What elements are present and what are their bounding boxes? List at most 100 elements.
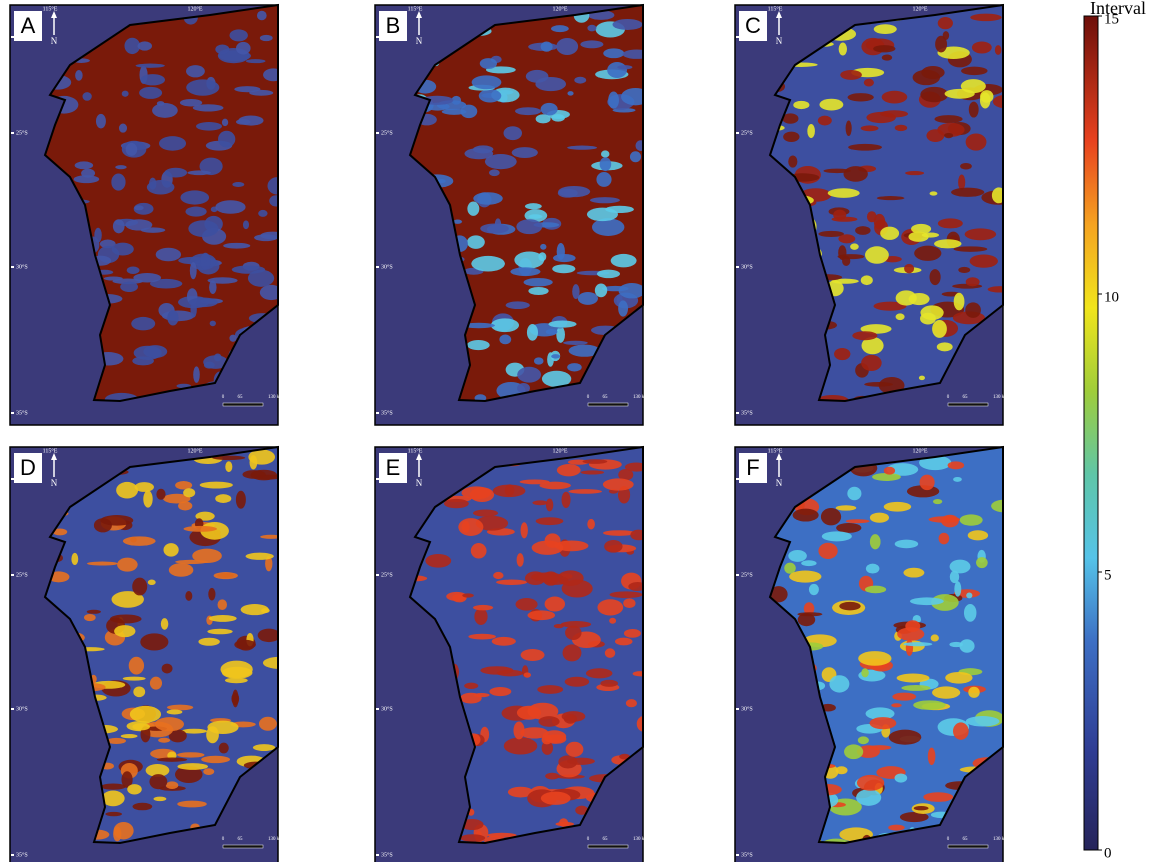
land-patch	[229, 29, 247, 41]
lat-label: 35°S	[16, 409, 28, 416]
land-patch	[930, 191, 938, 195]
scale-label: 130 km	[268, 837, 283, 842]
land-patch	[822, 531, 852, 541]
land-patch	[480, 223, 509, 233]
land-patch	[565, 677, 589, 687]
land-patch	[167, 310, 178, 325]
land-patch	[559, 818, 568, 827]
land-patch	[510, 267, 540, 276]
land-patch	[920, 87, 948, 102]
land-patch	[532, 500, 547, 505]
lat-tick	[736, 478, 739, 480]
land-patch	[260, 35, 273, 41]
land-patch	[567, 758, 595, 765]
land-patch	[960, 514, 983, 525]
land-patch	[905, 171, 924, 175]
land-patch	[861, 125, 879, 131]
land-patch	[789, 571, 821, 583]
land-patch	[215, 494, 231, 503]
land-patch	[609, 618, 616, 624]
land-patch	[236, 119, 250, 125]
land-patch	[485, 154, 517, 169]
lon-label: 115°E	[43, 5, 58, 12]
land-patch	[263, 657, 297, 669]
land-patch	[474, 608, 487, 625]
land-patch	[136, 64, 165, 68]
land-patch	[167, 709, 183, 714]
land-patch	[201, 756, 230, 763]
lat-label: 30°S	[741, 263, 753, 270]
land-patch	[259, 717, 277, 731]
land-patch	[828, 188, 860, 198]
lat-label: 25°S	[16, 129, 28, 136]
land-patch	[880, 110, 908, 117]
land-patch	[788, 550, 807, 562]
land-patch	[897, 674, 930, 683]
land-patch	[848, 144, 882, 151]
land-patch	[877, 196, 905, 200]
land-patch	[901, 685, 930, 691]
lon-label: 120°E	[187, 5, 202, 12]
land-patch	[922, 232, 939, 237]
map-panel: EN115°E120°E20°S25°S30°S35°S065130 km	[375, 447, 653, 862]
lat-label: 20°S	[381, 475, 393, 482]
land-patch	[75, 70, 82, 81]
land-patch	[184, 526, 217, 532]
lon-label: 120°E	[912, 5, 927, 12]
land-patch	[148, 580, 156, 586]
land-patch	[596, 172, 611, 187]
land-patch	[921, 66, 944, 79]
land-patch	[113, 219, 125, 233]
land-patch	[186, 79, 219, 95]
land-patch	[185, 207, 206, 217]
land-patch	[527, 610, 555, 620]
lat-tick	[11, 412, 14, 414]
land-patch	[208, 588, 215, 601]
land-patch	[545, 773, 559, 780]
land-patch	[140, 633, 168, 650]
land-patch	[993, 95, 1016, 108]
land-patch	[966, 133, 987, 150]
land-patch	[132, 578, 147, 596]
land-patch	[253, 744, 275, 751]
land-patch	[582, 459, 607, 464]
land-patch	[919, 376, 925, 380]
lon-label: 120°E	[187, 447, 202, 454]
land-patch	[970, 14, 1002, 22]
land-patch	[563, 341, 588, 345]
land-patch	[839, 602, 860, 610]
land-patch	[225, 461, 232, 472]
land-patch	[969, 102, 979, 118]
land-patch	[96, 114, 106, 129]
land-patch	[836, 505, 857, 510]
land-patch	[926, 129, 944, 142]
scale-bar	[588, 845, 628, 848]
land-patch	[861, 355, 882, 371]
land-patch	[169, 563, 194, 577]
land-patch	[556, 326, 565, 342]
land-patch	[269, 195, 283, 206]
land-patch	[628, 582, 647, 591]
lat-label: 35°S	[381, 409, 393, 416]
land-patch	[838, 234, 855, 243]
land-patch	[162, 664, 173, 674]
land-patch	[251, 470, 278, 481]
land-patch	[188, 220, 218, 237]
land-patch	[167, 705, 193, 711]
land-patch	[968, 530, 988, 540]
land-patch	[929, 516, 961, 522]
land-patch	[612, 19, 642, 30]
land-patch	[117, 558, 138, 572]
land-patch	[521, 522, 528, 538]
land-patch	[473, 510, 498, 517]
map-panel: BN115°E120°E20°S25°S30°S35°S065130 km	[375, 5, 652, 425]
land-patch	[945, 89, 975, 99]
land-patch	[950, 571, 959, 583]
lat-tick	[376, 708, 379, 710]
land-patch	[546, 498, 553, 511]
land-patch	[556, 38, 578, 55]
lat-tick	[376, 854, 379, 856]
land-patch	[574, 77, 586, 84]
land-patch	[129, 657, 144, 675]
land-patch	[127, 267, 140, 274]
